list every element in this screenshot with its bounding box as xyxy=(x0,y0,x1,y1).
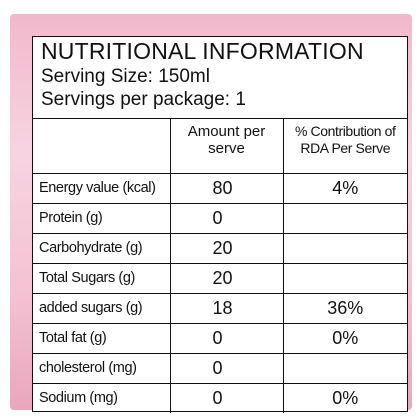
nutrient-column-header xyxy=(33,119,171,174)
rda-value: 0% xyxy=(282,382,407,413)
nutrition-table: Amount per serve % Contribution of RDA P… xyxy=(33,119,407,413)
serving-size: Serving Size: 150ml xyxy=(41,66,210,87)
nutrition-title: NUTRITIONAL INFORMATION xyxy=(41,38,364,64)
rda-column-header: % Contribution of RDA Per Serve xyxy=(282,119,407,174)
nutrient-label: Total fat (g) xyxy=(33,322,171,354)
amount-value: 0 xyxy=(169,382,284,413)
rda-value: 0% xyxy=(282,322,407,354)
servings-per-package: Servings per package: 1 xyxy=(41,89,246,110)
nutrient-label: Total Sugars (g) xyxy=(33,262,171,294)
amount-value: 20 xyxy=(169,262,284,294)
rda-value xyxy=(282,202,407,234)
nutrient-label: added sugars (g) xyxy=(33,292,171,324)
table-row: Total Sugars (g) 20 xyxy=(33,262,407,294)
table-row: cholesterol (mg) 0 xyxy=(33,352,407,384)
nutrient-label: Energy value (kcal) xyxy=(33,172,171,204)
nutrition-panel: NUTRITIONAL INFORMATION Serving Size: 15… xyxy=(32,36,408,413)
amount-column-header: Amount per serve xyxy=(169,119,284,174)
amount-value: 0 xyxy=(169,202,284,234)
table-row: Protein (g) 0 xyxy=(33,202,407,234)
nutrient-label: cholesterol (mg) xyxy=(33,352,171,384)
rda-value: 36% xyxy=(282,292,407,324)
amount-value: 0 xyxy=(169,352,284,384)
table-header-row: Amount per serve % Contribution of RDA P… xyxy=(33,119,407,174)
table-row: added sugars (g) 18 36% xyxy=(33,292,407,324)
rda-value: 4% xyxy=(282,172,407,204)
amount-value: 18 xyxy=(169,292,284,324)
table-row: Energy value (kcal) 80 4% xyxy=(33,172,407,204)
rda-value xyxy=(282,352,407,384)
nutrient-label: Sodium (mg) xyxy=(33,382,171,413)
table-row: Sodium (mg) 0 0% xyxy=(33,382,407,413)
rda-value xyxy=(282,262,407,294)
amount-value: 80 xyxy=(169,172,284,204)
pink-border-frame: NUTRITIONAL INFORMATION Serving Size: 15… xyxy=(10,14,412,413)
nutrient-label: Carbohydrate (g) xyxy=(33,232,171,264)
nutrient-label: Protein (g) xyxy=(33,202,171,234)
amount-value: 20 xyxy=(169,232,284,264)
table-row: Carbohydrate (g) 20 xyxy=(33,232,407,264)
amount-value: 0 xyxy=(169,322,284,354)
table-row: Total fat (g) 0 0% xyxy=(33,322,407,354)
rda-value xyxy=(282,232,407,264)
nutrition-header: NUTRITIONAL INFORMATION Serving Size: 15… xyxy=(33,37,407,119)
